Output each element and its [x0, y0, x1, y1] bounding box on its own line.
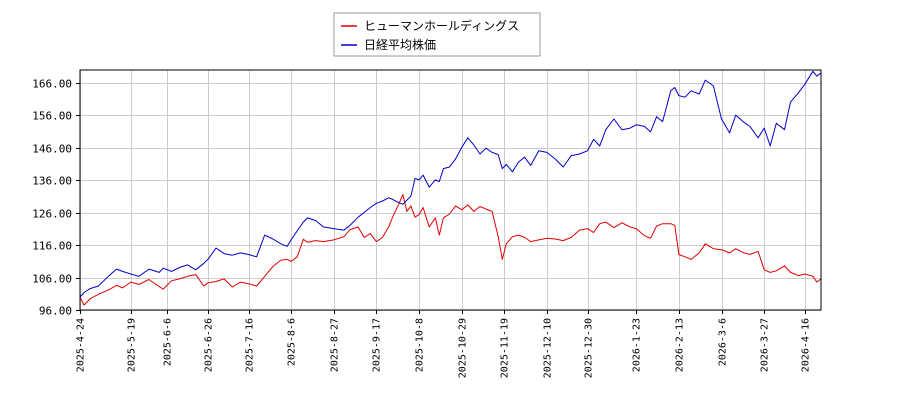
x-tick-label: 2025-8-6 [287, 318, 298, 366]
legend-label-series-2: 日経平均株価 [364, 37, 436, 52]
series-line-1 [79, 194, 822, 306]
legend-box [333, 12, 541, 57]
series-line-2 [79, 70, 822, 298]
legend-label-series-1: ヒューマンホールディングス [364, 18, 519, 33]
y-tick-label: 96.00 [39, 305, 72, 318]
x-tick-label: 2025-12-30 [584, 318, 595, 378]
y-tick-label: 146.00 [32, 143, 72, 156]
y-tick-label: 156.00 [32, 110, 72, 123]
y-tick-label: 126.00 [32, 208, 72, 221]
x-tick-label: 2025-10-29 [458, 318, 469, 378]
x-tick-label: 2025-5-19 [127, 318, 138, 372]
x-tick-label: 2025-7-16 [245, 318, 256, 372]
x-tick-label: 2025-6-26 [204, 318, 215, 372]
x-tick-label: 2025-8-27 [330, 318, 341, 372]
x-tick-label: 2026-1-23 [632, 318, 643, 372]
y-tick-label: 166.00 [32, 78, 72, 91]
x-tick-label: 2025-4-24 [76, 318, 87, 372]
x-tick-label: 2026-3-6 [718, 318, 729, 366]
legend: ヒューマンホールディングス 日経平均株価 [333, 12, 541, 57]
x-tick-label: 2025-10-8 [415, 318, 426, 372]
y-tick-label: 136.00 [32, 175, 72, 188]
x-axis-ticks: 2025-4-24 2025-5-19 2025-6-6 2025-6-26 2025-… [76, 310, 812, 378]
x-tick-label: 2025-9-17 [372, 318, 383, 372]
x-tick-label: 2025-12-10 [543, 318, 554, 378]
plot-frame [79, 69, 822, 311]
x-tick-label: 2026-3-27 [760, 318, 771, 372]
x-tick-label: 2026-2-13 [675, 318, 686, 372]
y-axis-ticks: 96.00 106.00 116.00 126.00 136.00 146.00 156.0… [32, 78, 80, 318]
y-tick-label: 116.00 [32, 240, 72, 253]
x-tick-label: 2026-4-16 [801, 318, 812, 372]
x-tick-label: 2025-11-19 [500, 318, 511, 378]
series-lines [79, 70, 822, 306]
y-tick-label: 106.00 [32, 273, 72, 286]
x-tick-label: 2025-6-6 [163, 318, 174, 366]
